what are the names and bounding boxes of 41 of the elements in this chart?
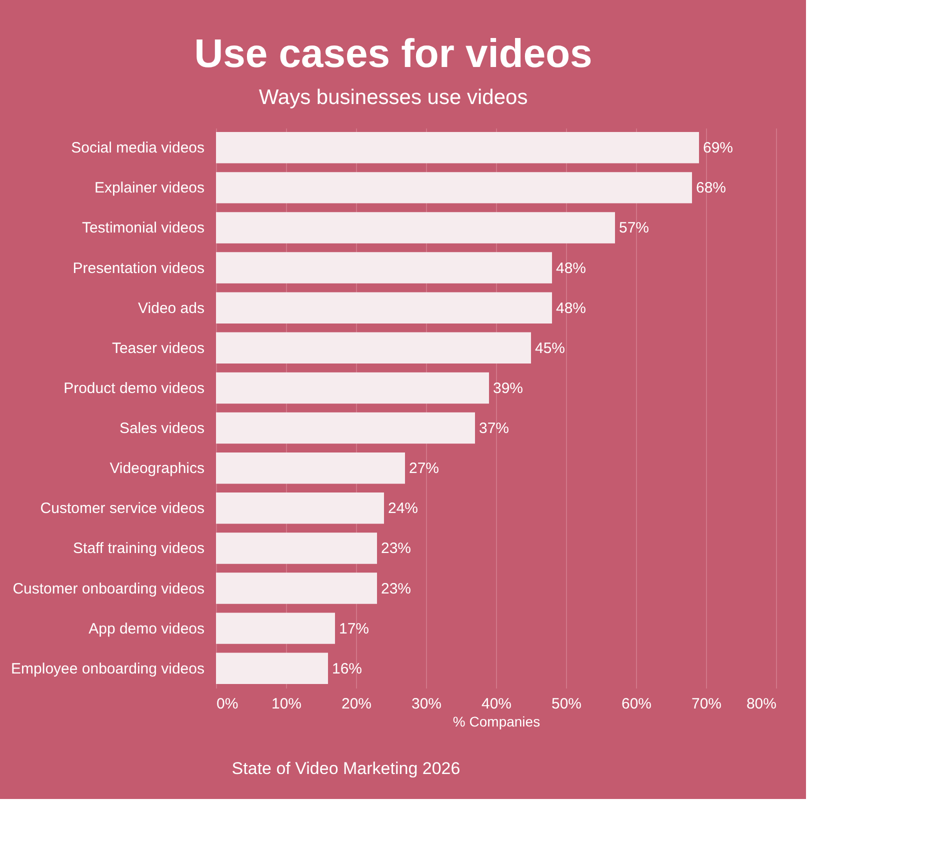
y-tick-label: Customer service videos bbox=[40, 500, 204, 518]
y-tick-label: Testimonial videos bbox=[82, 220, 204, 237]
y-tick-label: Teaser videos bbox=[112, 340, 204, 357]
x-tick-label: 40% bbox=[481, 696, 512, 712]
data-label: 68% bbox=[696, 180, 726, 197]
y-tick-label: Customer onboarding videos bbox=[12, 580, 204, 598]
data-label: 39% bbox=[493, 380, 524, 397]
y-tick-label: Videographics bbox=[110, 460, 204, 478]
data-label: 48% bbox=[556, 300, 586, 317]
y-tick-label: Explainer videos bbox=[94, 180, 204, 197]
y-tick-label: Sales videos bbox=[119, 420, 204, 438]
x-tick-label: 0% bbox=[216, 696, 238, 712]
x-axis-title: % Companies bbox=[452, 714, 540, 730]
x-tick-label: 70% bbox=[691, 696, 722, 712]
x-tick-label: 80% bbox=[746, 696, 776, 712]
data-label: 37% bbox=[479, 420, 510, 438]
data-label: 57% bbox=[619, 220, 650, 237]
data-label: 24% bbox=[388, 500, 418, 518]
data-label: 45% bbox=[535, 340, 566, 357]
x-tick-label: 10% bbox=[271, 696, 302, 712]
y-tick-label: Staff training videos bbox=[73, 540, 204, 558]
chart-title: Use cases for videos bbox=[194, 32, 592, 76]
data-label: 48% bbox=[556, 260, 586, 277]
x-tick-label: 50% bbox=[551, 696, 582, 712]
chart-subtitle: Ways businesses use videos bbox=[258, 86, 528, 109]
y-tick-label: Social media videos bbox=[71, 140, 204, 157]
y-tick-label: App demo videos bbox=[88, 620, 204, 638]
data-label: 16% bbox=[332, 660, 362, 678]
y-tick-label: Video ads bbox=[138, 300, 204, 317]
x-tick-label: 20% bbox=[341, 696, 372, 712]
data-label: 23% bbox=[381, 540, 412, 558]
data-label: 23% bbox=[381, 580, 412, 598]
data-label: 27% bbox=[409, 460, 440, 478]
y-tick-label: Employee onboarding videos bbox=[11, 660, 204, 678]
y-tick-label: Product demo videos bbox=[64, 380, 204, 397]
text: State of Video Marketing 2026 bbox=[232, 759, 460, 778]
x-tick-label: 30% bbox=[411, 696, 442, 712]
y-tick-label: Presentation videos bbox=[72, 260, 204, 277]
x-tick-label: 60% bbox=[621, 696, 652, 712]
data-label: 17% bbox=[339, 620, 370, 638]
data-label: 69% bbox=[703, 140, 734, 157]
